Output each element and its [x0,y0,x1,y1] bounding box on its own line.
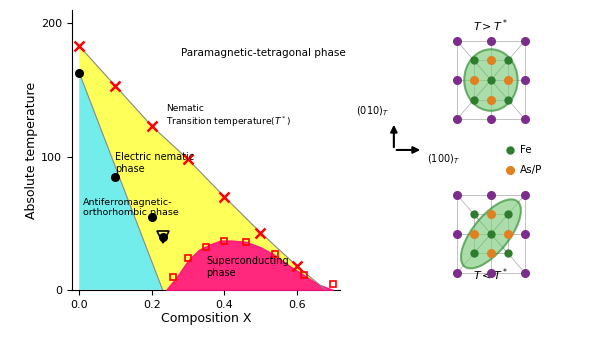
Text: Fe: Fe [520,145,532,155]
Text: Nematic
Transition temperature($T^*$): Nematic Transition temperature($T^*$) [166,104,291,129]
Text: $(010)_T$: $(010)_T$ [356,104,389,118]
Polygon shape [79,73,163,290]
Text: $(100)_T$: $(100)_T$ [427,153,460,166]
Text: Paramagnetic-tetragonal phase: Paramagnetic-tetragonal phase [181,48,346,58]
Text: Superconducting
phase: Superconducting phase [206,256,289,278]
Y-axis label: Absolute temperature: Absolute temperature [25,82,38,218]
Text: Antiferromagnetic-
orthorhombic phase: Antiferromagnetic- orthorhombic phase [83,197,179,217]
Text: $T < T^*$: $T < T^*$ [473,266,509,283]
Text: Electric nematic
phase: Electric nematic phase [115,152,194,174]
Polygon shape [79,46,326,290]
Text: As/P: As/P [520,164,542,175]
X-axis label: Composition X: Composition X [161,312,251,325]
Text: $T > T^*$: $T > T^*$ [473,17,509,34]
Ellipse shape [464,49,518,111]
Ellipse shape [461,200,521,268]
